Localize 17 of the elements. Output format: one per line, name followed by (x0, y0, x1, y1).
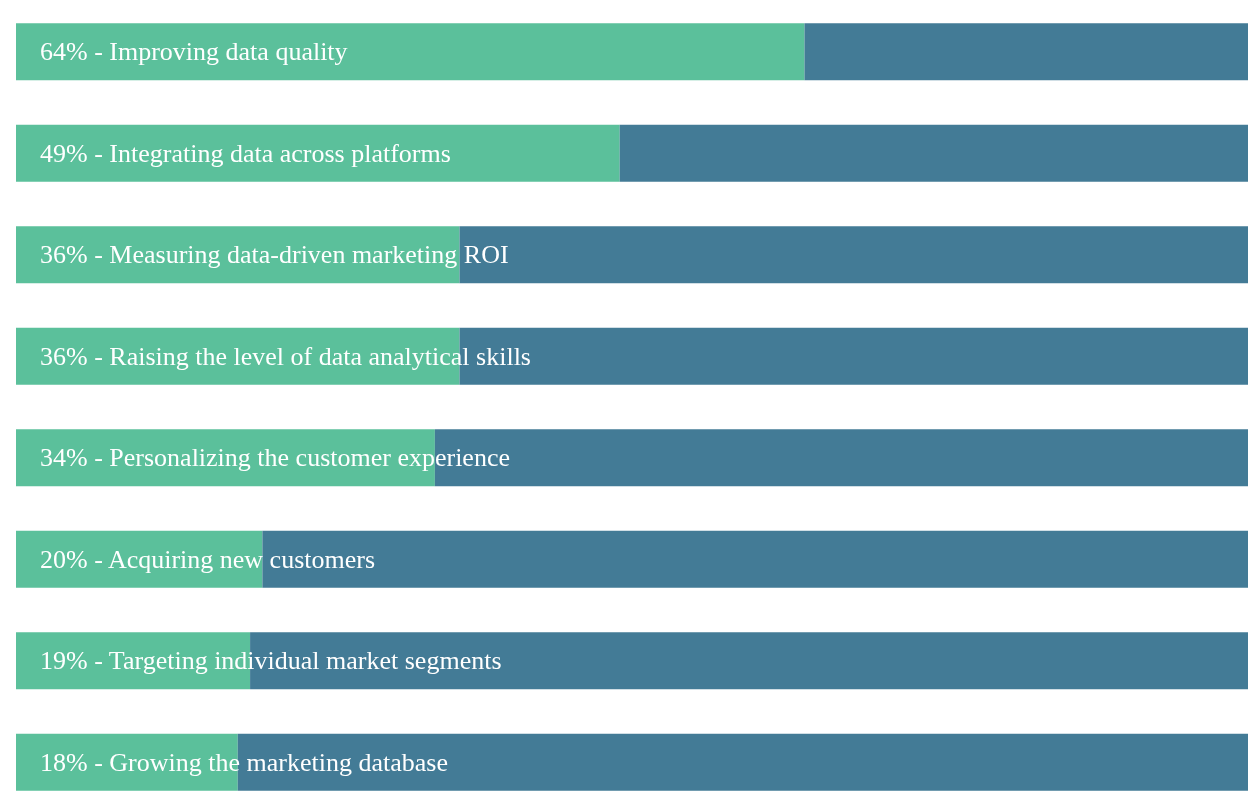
bar (619, 124, 1248, 182)
data-label: 20% - Acquiring new customers (40, 544, 376, 574)
bar (262, 530, 1248, 588)
bar (237, 733, 1248, 791)
data-label: 19% - Targeting individual market segments (40, 646, 502, 676)
data-label: 34% - Personalizing the customer experience (40, 443, 510, 473)
data-label: 49% - Integrating data across platforms (40, 138, 451, 168)
bar (459, 226, 1248, 284)
bar (16, 124, 620, 182)
bar (16, 23, 805, 81)
data-label: 36% - Measuring data-driven marketing ROI (40, 240, 509, 270)
bar (804, 23, 1248, 81)
data-label: 18% - Growing the marketing database (40, 747, 448, 777)
data-label: 64% - Improving data quality (40, 37, 348, 67)
bar (16, 530, 263, 588)
bar (16, 733, 238, 791)
data-label: 36% - Raising the level of data analytical skills (40, 341, 531, 371)
